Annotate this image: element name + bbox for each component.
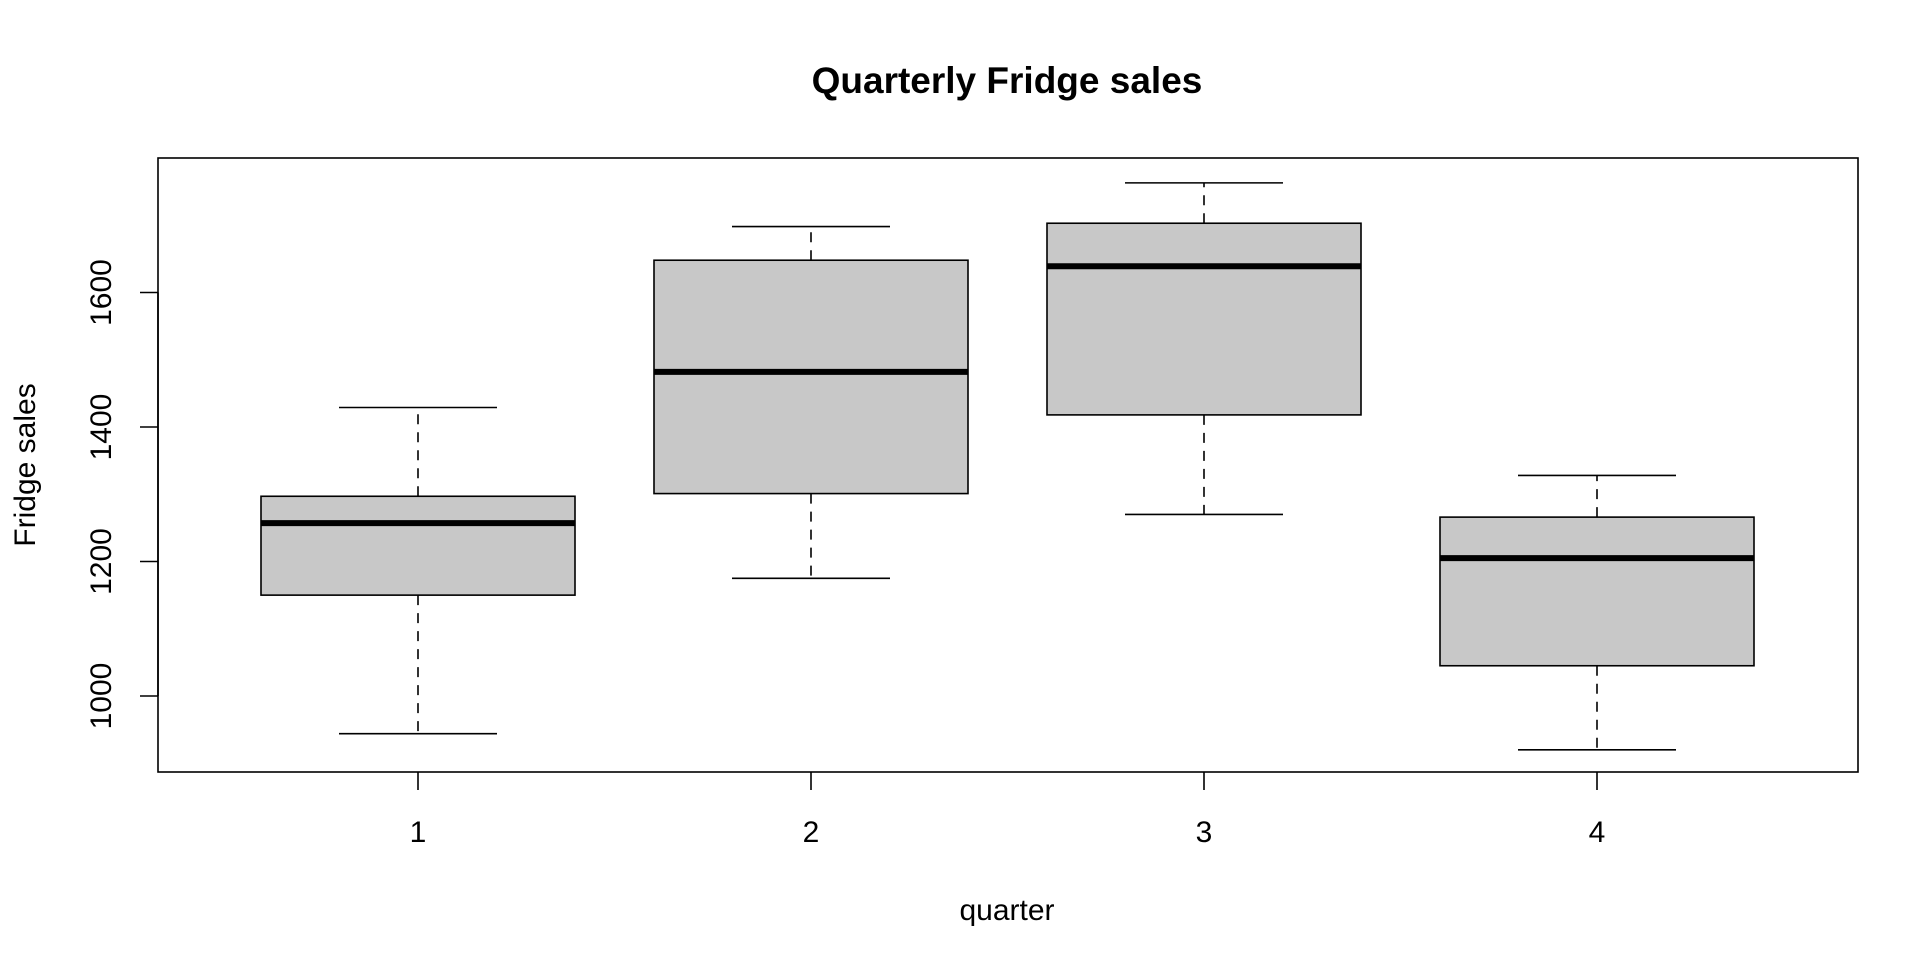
x-tick-label: 3 <box>1196 816 1213 849</box>
y-tick-label: 1400 <box>85 394 118 461</box>
y-tick-label: 1200 <box>85 528 118 595</box>
x-tick-label: 4 <box>1589 816 1606 849</box>
y-tick-label: 1600 <box>85 259 118 326</box>
x-axis: 1 2 3 4 <box>410 772 1606 849</box>
box-4 <box>1439 474 1755 751</box>
x-tick-label: 1 <box>410 816 427 849</box>
iqr-box <box>1046 222 1362 416</box>
x-tick-label: 2 <box>803 816 820 849</box>
box-group <box>260 182 1755 751</box>
y-axis-label: Fridge sales <box>9 383 42 546</box>
plot-frame <box>157 157 1859 773</box>
iqr-box <box>1439 516 1755 667</box>
box-3 <box>1046 182 1362 516</box>
iqr-box <box>260 495 576 596</box>
chart-title: Quarterly Fridge sales <box>812 60 1203 101</box>
y-axis: 1000 1200 1400 1600 <box>85 259 159 730</box>
y-tick-label: 1000 <box>85 663 118 730</box>
box-1 <box>260 406 576 735</box>
x-axis-label: quarter <box>959 894 1054 927</box>
iqr-box <box>653 259 969 495</box>
box-2 <box>653 225 969 580</box>
